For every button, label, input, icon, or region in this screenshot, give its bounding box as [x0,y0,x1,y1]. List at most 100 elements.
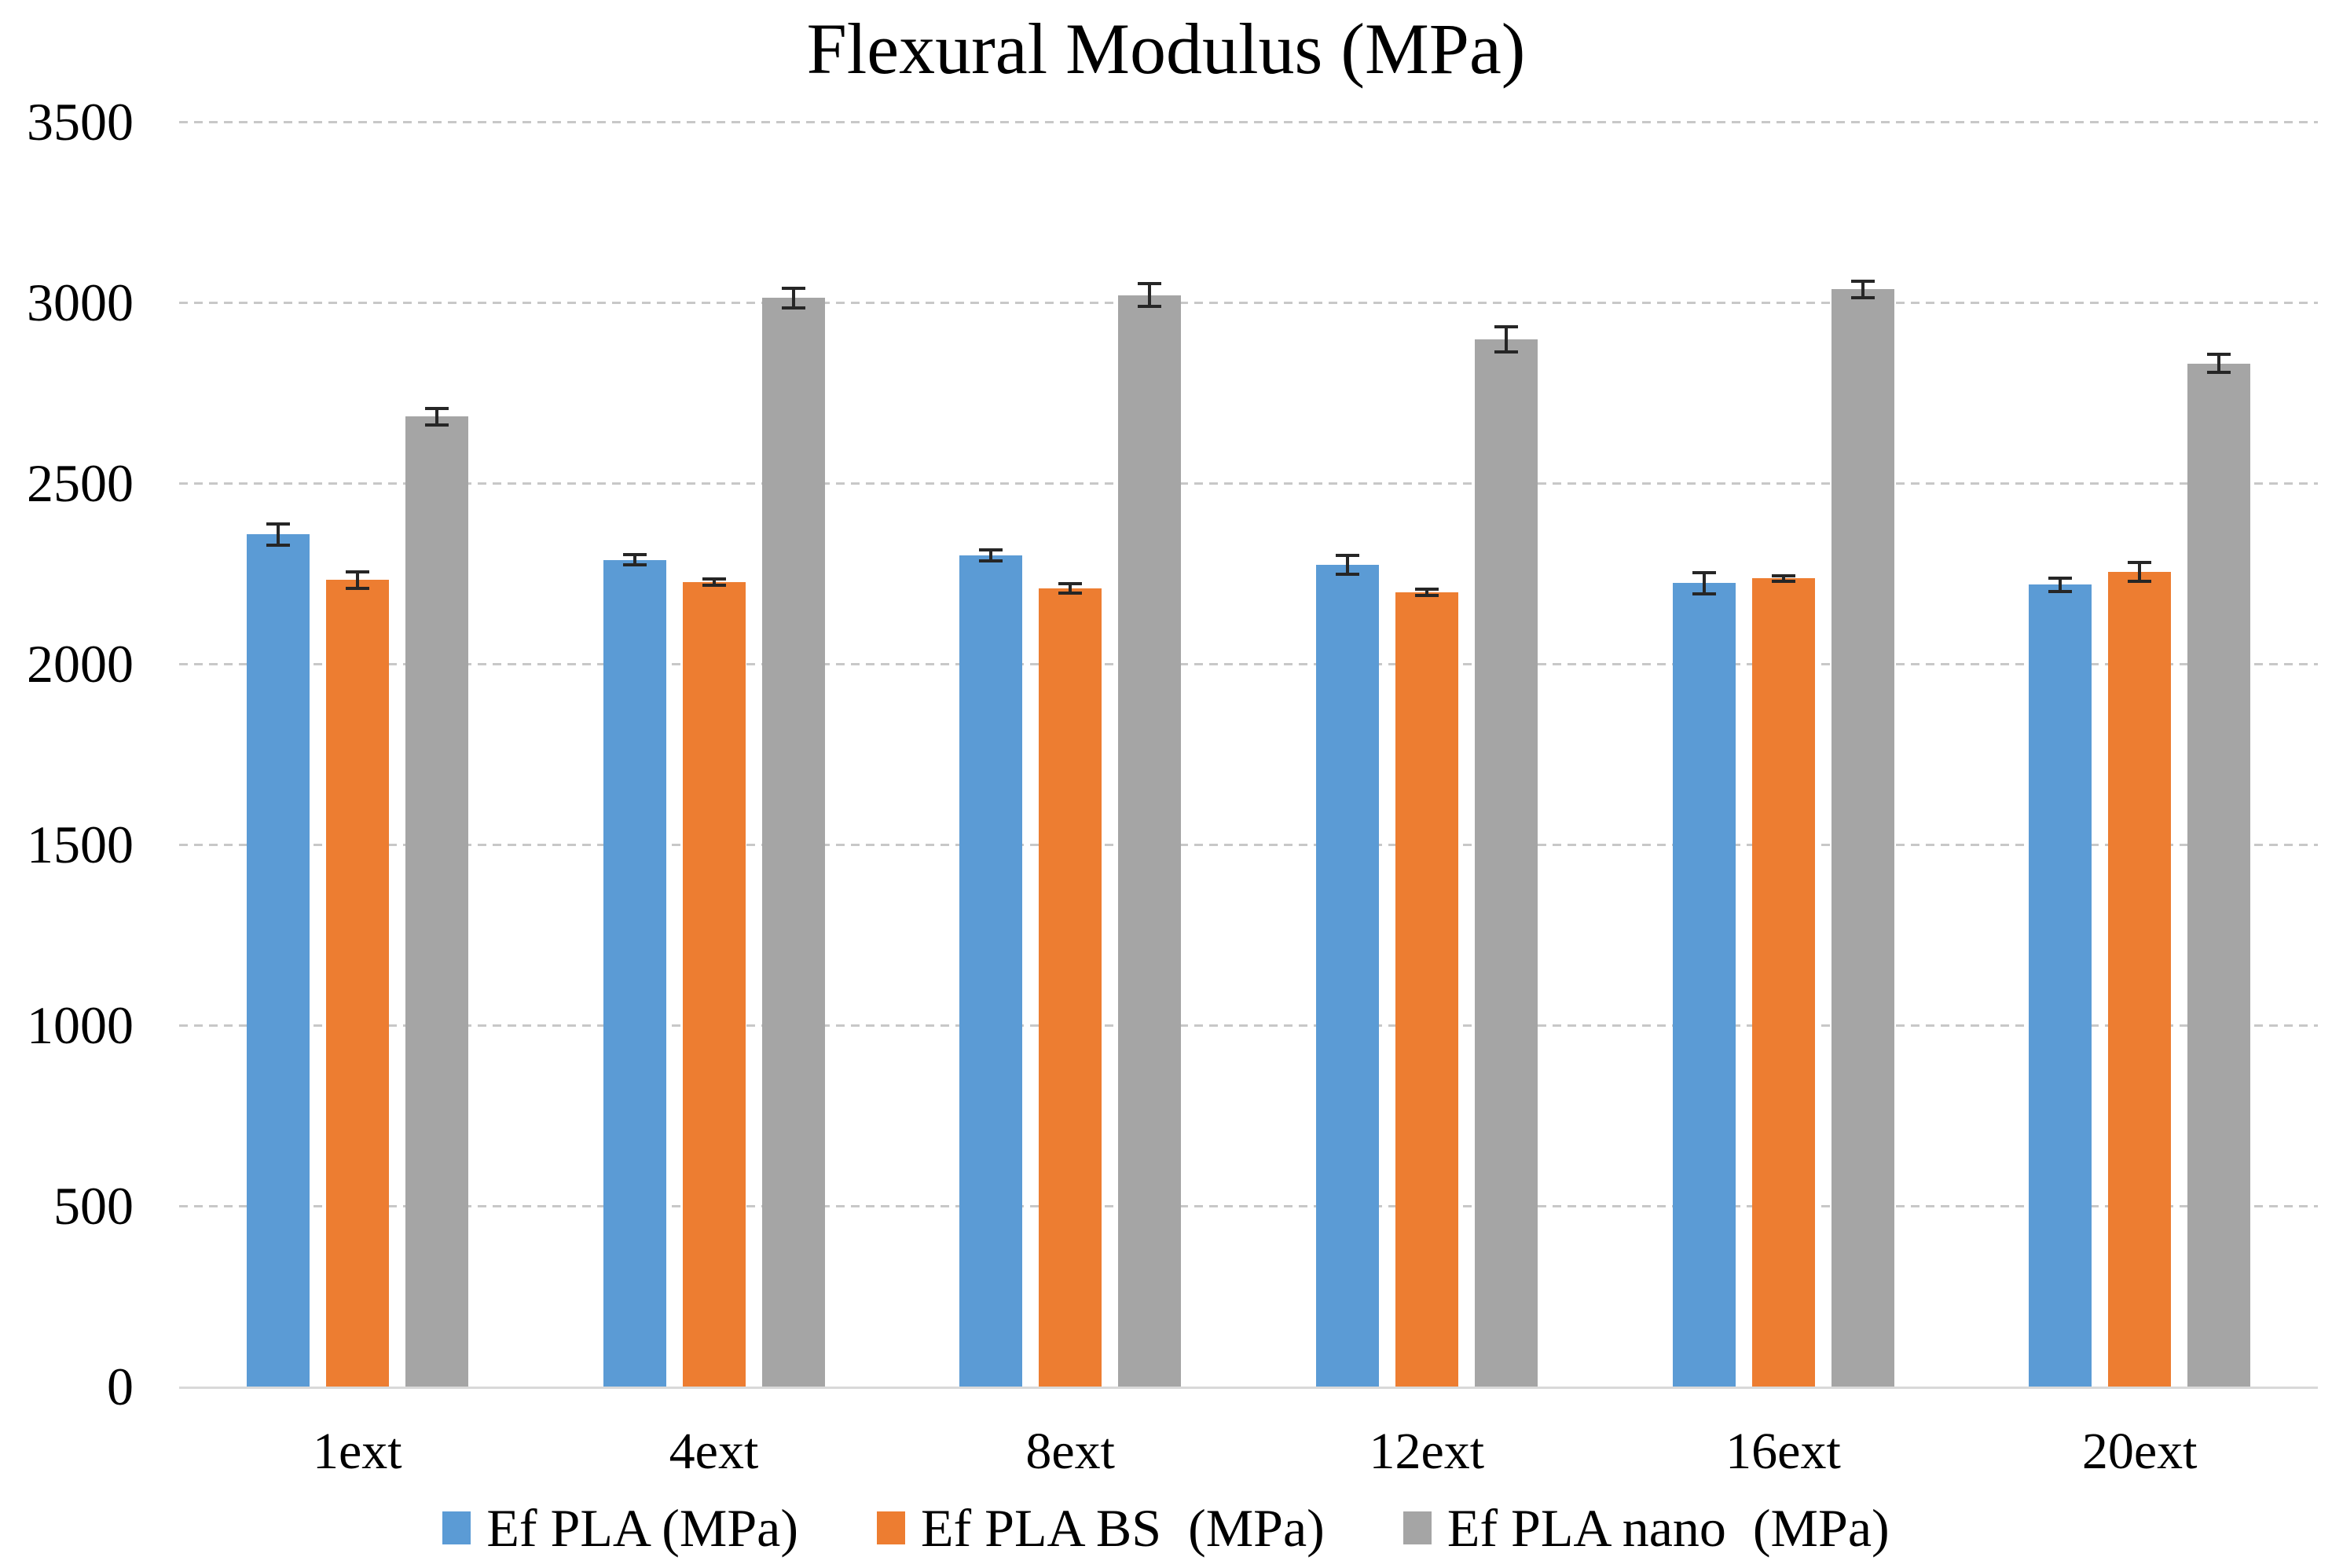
y-tick-label-1000: 1000 [27,995,134,1055]
error-whisker [1504,324,1508,354]
legend-label-ef-pla-mpa: Ef PLA (MPa) [486,1498,798,1558]
gridline-500 [179,1205,2318,1207]
error-whisker [989,548,993,563]
bar-ef-pla-nano-mpa-20ext [2187,363,2251,1387]
legend-item-ef-pla-nano-mpa: Ef PLA nano (MPa) [1402,1497,1890,1559]
legend-item-ef-pla-mpa: Ef PLA (MPa) [442,1497,798,1559]
y-tick-label-3500: 3500 [27,92,134,152]
x-category-label-12ext: 12ext [1369,1423,1485,1480]
gridline-1000 [179,1024,2318,1027]
bar-ef-pla-mpa-20ext [2029,584,2092,1387]
error-cap-bottom [2048,589,2073,593]
error-cap-bottom [1138,305,1162,309]
legend: Ef PLA (MPa) Ef PLA BS (MPa) Ef PLA nano (… [0,1497,2332,1559]
error-whisker [1148,282,1152,309]
error-cap-top [702,577,726,581]
x-axis-line [179,1387,2318,1389]
error-cap-top [1414,588,1439,592]
y-tick-label-500: 500 [53,1176,134,1236]
error-cap-top [1138,282,1162,286]
gridline-2000 [179,663,2318,665]
bar-ef-pla-mpa-1ext [246,534,310,1387]
error-whisker [1345,554,1349,576]
error-cap-top [424,406,449,410]
error-cap-top [1771,574,1795,578]
error-whisker [712,577,716,588]
bar-ef-pla-bs-mpa-16ext [1751,578,1815,1387]
legend-swatch-ef-pla-nano-mpa [1402,1511,1432,1544]
error-cap-top [345,570,369,573]
error-cap-bottom [1494,350,1518,354]
bar-ef-pla-nano-mpa-1ext [405,416,468,1387]
error-whisker [2138,560,2142,584]
error-cap-bottom [2207,371,2231,375]
error-whisker [355,570,359,590]
error-cap-bottom [979,559,1003,563]
error-whisker [791,286,795,310]
error-cap-top [2207,353,2231,357]
bar-ef-pla-mpa-8ext [959,555,1023,1387]
x-category-label-20ext: 20ext [2081,1423,2198,1480]
bar-ef-pla-bs-mpa-20ext [2108,572,2172,1387]
y-tick-label-1500: 1500 [27,815,134,874]
legend-swatch-ef-pla-bs-mpa [877,1511,905,1544]
error-cap-top [1494,324,1518,328]
error-whisker [1424,588,1428,598]
legend-label-ef-pla-bs-mpa: Ef PLA BS (MPa) [921,1498,1325,1558]
error-cap-top [266,522,290,526]
bar-ef-pla-nano-mpa-12ext [1474,339,1538,1387]
error-cap-bottom [1850,296,1875,300]
error-cap-bottom [1414,594,1439,598]
error-cap-bottom [2128,580,2152,584]
error-cap-bottom [781,306,805,310]
legend-label-ef-pla-nano-mpa: Ef PLA nano (MPa) [1446,1498,1890,1558]
error-whisker [632,552,636,567]
error-cap-bottom [266,543,290,547]
error-whisker [1702,571,1706,595]
gridline-3000 [179,302,2318,304]
bar-ef-pla-bs-mpa-1ext [325,580,389,1387]
error-cap-bottom [622,563,647,567]
bar-ef-pla-nano-mpa-8ext [1118,295,1182,1387]
error-cap-bottom [1058,592,1083,595]
x-category-label-1ext: 1ext [313,1423,402,1480]
error-cap-bottom [1692,592,1716,595]
error-whisker [1069,581,1072,595]
error-cap-top [2128,560,2152,564]
bar-ef-pla-nano-mpa-4ext [761,298,825,1387]
x-category-label-8ext: 8ext [1025,1423,1115,1480]
error-cap-top [979,548,1003,551]
legend-item-ef-pla-bs-mpa: Ef PLA BS (MPa) [877,1497,1325,1559]
y-tick-label-2000: 2000 [27,634,134,694]
error-cap-bottom [424,423,449,427]
x-category-label-16ext: 16ext [1725,1423,1841,1480]
error-cap-bottom [702,584,726,588]
error-whisker [2059,576,2062,593]
y-tick-label-2500: 2500 [27,453,134,513]
x-category-label-4ext: 4ext [669,1423,759,1480]
error-cap-top [1850,279,1875,283]
error-cap-bottom [345,586,369,590]
bar-ef-pla-mpa-16ext [1672,583,1736,1387]
gridline-1500 [179,844,2318,846]
error-cap-bottom [1335,572,1359,576]
error-cap-top [622,552,647,556]
gridline-2500 [179,482,2318,485]
bar-ef-pla-mpa-4ext [603,559,666,1387]
y-tick-label-0: 0 [107,1357,134,1416]
bar-ef-pla-nano-mpa-16ext [1831,289,1894,1387]
error-whisker [1861,279,1864,300]
error-whisker [434,406,438,427]
error-cap-top [781,286,805,290]
error-whisker [276,522,280,547]
error-whisker [2217,353,2221,375]
gridline-3500 [179,121,2318,123]
chart-title: Flexural Modulus (MPa) [806,9,1526,89]
error-cap-top [2048,576,2073,580]
error-cap-top [1692,571,1716,575]
y-tick-label-3000: 3000 [27,273,134,332]
error-cap-top [1335,554,1359,558]
error-cap-bottom [1771,579,1795,583]
legend-swatch-ef-pla-mpa [442,1511,471,1544]
